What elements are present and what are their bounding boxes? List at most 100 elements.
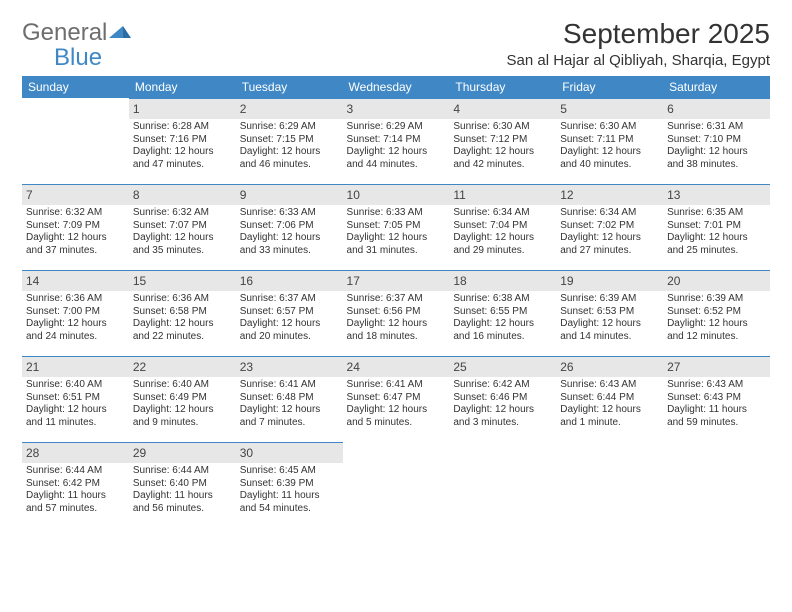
day-events: Sunrise: 6:29 AMSunset: 7:14 PMDaylight:… bbox=[347, 121, 446, 171]
day-number: 27 bbox=[667, 360, 680, 374]
day-events: Sunrise: 6:37 AMSunset: 6:56 PMDaylight:… bbox=[347, 293, 446, 343]
calendar-day-cell: 19Sunrise: 6:39 AMSunset: 6:53 PMDayligh… bbox=[556, 270, 663, 356]
calendar-day-cell: 25 Sunrise: 6:42 AMSunset: 6:46 PMDayligh… bbox=[449, 356, 556, 442]
calendar-day-cell: 27Sunrise: 6:43 AMSunset: 6:43 PMDayligh… bbox=[663, 356, 770, 442]
day-number-row: 22 bbox=[129, 357, 236, 377]
day-number: 24 bbox=[347, 360, 360, 374]
day-events: Sunrise: 6:44 AMSunset: 6:40 PMDaylight:… bbox=[133, 465, 232, 515]
logo-triangle-icon bbox=[109, 18, 131, 34]
day-events: Sunrise: 6:35 AMSunset: 7:01 PMDaylight:… bbox=[667, 207, 766, 257]
day-events: Sunrise: 6:41 AMSunset: 6:47 PMDaylight:… bbox=[347, 379, 446, 429]
day-events: Sunrise: 6:34 AMSunset: 7:02 PMDaylight:… bbox=[560, 207, 659, 257]
day-number: 17 bbox=[347, 274, 360, 288]
day-number-row: 3 bbox=[343, 99, 450, 119]
logo-word-blue: Blue bbox=[22, 45, 131, 70]
day-number: 12 bbox=[560, 188, 573, 202]
header: General Blue September 2025 San al Hajar… bbox=[22, 18, 770, 70]
day-cell-inner: 2Sunrise: 6:29 AMSunset: 7:15 PMDaylight… bbox=[236, 98, 343, 184]
day-cell-inner: 20 Sunrise: 6:39 AMSunset: 6:52 PMDayligh… bbox=[663, 270, 770, 356]
day-number: 25 bbox=[453, 360, 466, 374]
calendar-week-row: 1Sunrise: 6:28 AMSunset: 7:16 PMDaylight… bbox=[22, 98, 770, 184]
day-cell-inner: 15Sunrise: 6:36 AMSunset: 6:58 PMDayligh… bbox=[129, 270, 236, 356]
calendar-day-cell bbox=[449, 442, 556, 528]
day-cell-inner: 14Sunrise: 6:36 AMSunset: 7:00 PMDayligh… bbox=[22, 270, 129, 356]
day-number: 2 bbox=[240, 102, 247, 116]
calendar-day-cell: 20 Sunrise: 6:39 AMSunset: 6:52 PMDayligh… bbox=[663, 270, 770, 356]
day-events: Sunrise: 6:41 AMSunset: 6:48 PMDaylight:… bbox=[240, 379, 339, 429]
day-number: 16 bbox=[240, 274, 253, 288]
day-number-row: 14 bbox=[22, 271, 129, 291]
day-cell-inner: 1Sunrise: 6:28 AMSunset: 7:16 PMDaylight… bbox=[129, 98, 236, 184]
day-number: 4 bbox=[453, 102, 460, 116]
day-number: 28 bbox=[26, 446, 39, 460]
day-cell-inner: 16Sunrise: 6:37 AMSunset: 6:57 PMDayligh… bbox=[236, 270, 343, 356]
logo-text: General Blue bbox=[22, 18, 131, 70]
day-events: Sunrise: 6:30 AMSunset: 7:11 PMDaylight:… bbox=[560, 121, 659, 171]
calendar-day-cell bbox=[22, 98, 129, 184]
location-subtitle: San al Hajar al Qibliyah, Sharqia, Egypt bbox=[507, 52, 770, 69]
calendar-day-cell: 15Sunrise: 6:36 AMSunset: 6:58 PMDayligh… bbox=[129, 270, 236, 356]
logo-word-general: General bbox=[22, 19, 107, 46]
day-number: 18 bbox=[453, 274, 466, 288]
day-events: Sunrise: 6:32 AMSunset: 7:09 PMDaylight:… bbox=[26, 207, 125, 257]
day-cell-inner: 4Sunrise: 6:30 AMSunset: 7:12 PMDaylight… bbox=[449, 98, 556, 184]
calendar-day-cell: 17 Sunrise: 6:37 AMSunset: 6:56 PMDayligh… bbox=[343, 270, 450, 356]
calendar-day-cell: 12 Sunrise: 6:34 AMSunset: 7:02 PMDayligh… bbox=[556, 184, 663, 270]
calendar-table: SundayMondayTuesdayWednesdayThursdayFrid… bbox=[22, 76, 770, 528]
day-events: Sunrise: 6:34 AMSunset: 7:04 PMDaylight:… bbox=[453, 207, 552, 257]
day-number: 9 bbox=[240, 188, 247, 202]
weekday-header-cell: Wednesday bbox=[343, 76, 450, 98]
calendar-day-cell: 26Sunrise: 6:43 AMSunset: 6:44 PMDayligh… bbox=[556, 356, 663, 442]
calendar-day-cell: 9Sunrise: 6:33 AMSunset: 7:06 PMDaylight… bbox=[236, 184, 343, 270]
calendar-day-cell bbox=[343, 442, 450, 528]
day-number-row: 26 bbox=[556, 357, 663, 377]
day-number-row: 4 bbox=[449, 99, 556, 119]
day-number: 5 bbox=[560, 102, 567, 116]
day-cell-inner: 21Sunrise: 6:40 AMSunset: 6:51 PMDayligh… bbox=[22, 356, 129, 442]
day-number-row: 1 bbox=[129, 99, 236, 119]
day-number: 29 bbox=[133, 446, 146, 460]
calendar-day-cell: 3 Sunrise: 6:29 AMSunset: 7:14 PMDaylight… bbox=[343, 98, 450, 184]
calendar-week-row: 28 Sunrise: 6:44 AMSunset: 6:42 PMDayligh… bbox=[22, 442, 770, 528]
calendar-day-cell: 10 Sunrise: 6:33 AMSunset: 7:05 PMDayligh… bbox=[343, 184, 450, 270]
day-number: 10 bbox=[347, 188, 360, 202]
day-number: 23 bbox=[240, 360, 253, 374]
day-number: 13 bbox=[667, 188, 680, 202]
day-number-row: 19 bbox=[556, 271, 663, 291]
day-events: Sunrise: 6:32 AMSunset: 7:07 PMDaylight:… bbox=[133, 207, 232, 257]
day-number-row: 10 bbox=[343, 185, 450, 205]
day-events: Sunrise: 6:36 AMSunset: 6:58 PMDaylight:… bbox=[133, 293, 232, 343]
calendar-day-cell: 28 Sunrise: 6:44 AMSunset: 6:42 PMDayligh… bbox=[22, 442, 129, 528]
calendar-weekday-header: SundayMondayTuesdayWednesdayThursdayFrid… bbox=[22, 76, 770, 98]
day-cell-inner: 30Sunrise: 6:45 AMSunset: 6:39 PMDayligh… bbox=[236, 442, 343, 528]
day-events: Sunrise: 6:38 AMSunset: 6:55 PMDaylight:… bbox=[453, 293, 552, 343]
day-number-row: 16 bbox=[236, 271, 343, 291]
logo: General Blue bbox=[22, 18, 131, 70]
day-number-row: 21 bbox=[22, 357, 129, 377]
day-cell-inner: 24 Sunrise: 6:41 AMSunset: 6:47 PMDayligh… bbox=[343, 356, 450, 442]
calendar-day-cell: 6Sunrise: 6:31 AMSunset: 7:10 PMDaylight… bbox=[663, 98, 770, 184]
day-cell-inner: 28 Sunrise: 6:44 AMSunset: 6:42 PMDayligh… bbox=[22, 442, 129, 528]
day-number: 26 bbox=[560, 360, 573, 374]
day-events: Sunrise: 6:39 AMSunset: 6:52 PMDaylight:… bbox=[667, 293, 766, 343]
day-number-row: 23 bbox=[236, 357, 343, 377]
calendar-body: 1Sunrise: 6:28 AMSunset: 7:16 PMDaylight… bbox=[22, 98, 770, 528]
calendar-day-cell: 16Sunrise: 6:37 AMSunset: 6:57 PMDayligh… bbox=[236, 270, 343, 356]
day-cell-inner: 9Sunrise: 6:33 AMSunset: 7:06 PMDaylight… bbox=[236, 184, 343, 270]
day-cell-inner: 6Sunrise: 6:31 AMSunset: 7:10 PMDaylight… bbox=[663, 98, 770, 184]
weekday-header-cell: Monday bbox=[129, 76, 236, 98]
day-events: Sunrise: 6:42 AMSunset: 6:46 PMDaylight:… bbox=[453, 379, 552, 429]
day-number-row: 9 bbox=[236, 185, 343, 205]
day-number-row: 12 bbox=[556, 185, 663, 205]
calendar-day-cell bbox=[663, 442, 770, 528]
day-events: Sunrise: 6:39 AMSunset: 6:53 PMDaylight:… bbox=[560, 293, 659, 343]
day-cell-inner: 25 Sunrise: 6:42 AMSunset: 6:46 PMDayligh… bbox=[449, 356, 556, 442]
day-number: 3 bbox=[347, 102, 354, 116]
weekday-header-cell: Friday bbox=[556, 76, 663, 98]
day-number: 20 bbox=[667, 274, 680, 288]
month-title: September 2025 bbox=[507, 18, 770, 50]
day-number: 6 bbox=[667, 102, 674, 116]
day-events: Sunrise: 6:33 AMSunset: 7:05 PMDaylight:… bbox=[347, 207, 446, 257]
day-events: Sunrise: 6:44 AMSunset: 6:42 PMDaylight:… bbox=[26, 465, 125, 515]
day-cell-inner: 26Sunrise: 6:43 AMSunset: 6:44 PMDayligh… bbox=[556, 356, 663, 442]
